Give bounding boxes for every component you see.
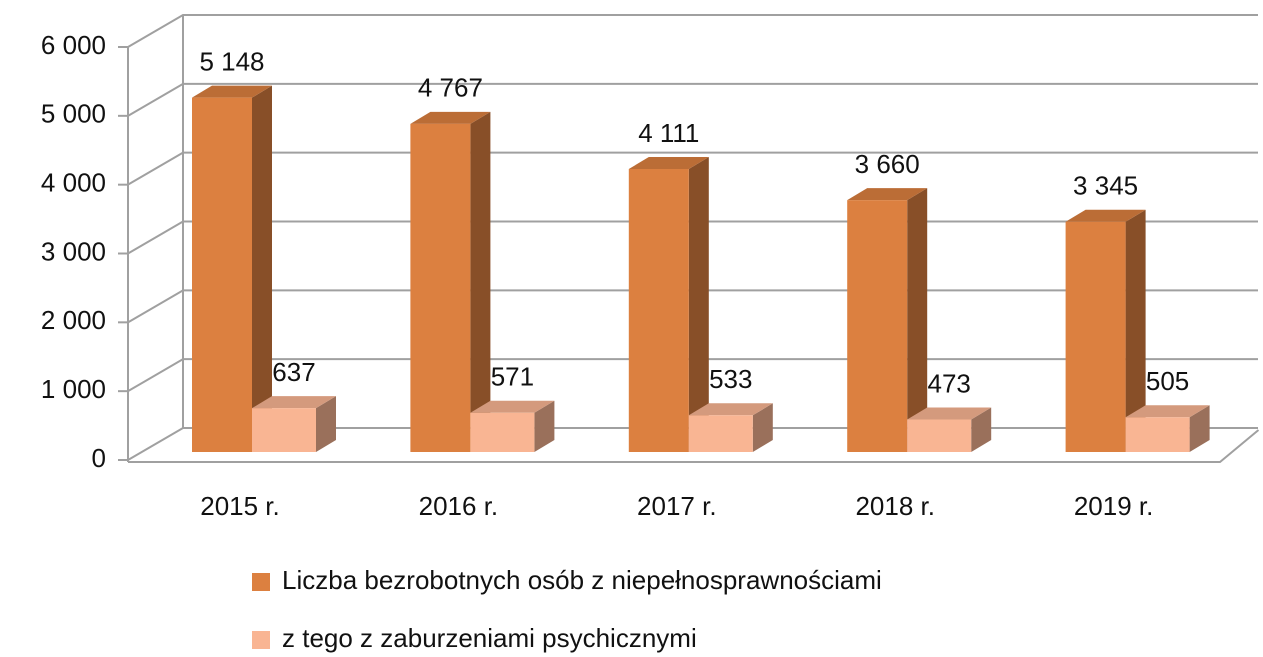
bar	[192, 85, 272, 453]
bar-front	[847, 200, 908, 452]
value-label: 3 345	[1073, 171, 1138, 201]
bar-top	[410, 111, 491, 124]
bar-side	[1189, 405, 1210, 452]
bar-side	[688, 157, 709, 452]
value-label: 5 148	[199, 47, 264, 77]
legend-swatch	[252, 573, 270, 591]
bar-front	[1065, 221, 1126, 452]
x-tick-label: 2018 r.	[855, 491, 935, 521]
bar-top	[688, 403, 773, 416]
y-tick-label: 0	[92, 443, 106, 473]
value-label: 3 660	[855, 149, 920, 179]
value-label: 4 111	[638, 118, 699, 148]
value-label: 505	[1146, 366, 1189, 396]
x-tick-label: 2017 r.	[637, 491, 717, 521]
bar-side	[470, 111, 491, 453]
legend-swatch	[252, 631, 270, 649]
grid-line	[127, 151, 1258, 186]
bar-top	[847, 188, 928, 201]
bar-front	[192, 97, 252, 453]
y-tick-label: 3 000	[41, 236, 106, 266]
bar	[628, 157, 709, 452]
bar-front	[907, 419, 972, 452]
bar-front	[470, 412, 535, 452]
bar	[1125, 405, 1210, 452]
value-label: 4 767	[418, 73, 483, 103]
x-tick-label: 2019 r.	[1074, 491, 1154, 521]
x-tick-label: 2016 r.	[419, 491, 499, 521]
y-tick-label: 6 000	[41, 30, 106, 60]
bar	[1065, 209, 1146, 452]
y-tick-label: 1 000	[41, 374, 106, 404]
bar	[688, 403, 773, 452]
bar-side	[252, 85, 272, 453]
bar-top	[192, 85, 272, 98]
bar-side	[1125, 209, 1146, 452]
bar-side	[971, 407, 992, 452]
bar-front	[252, 408, 316, 452]
bar-top	[470, 400, 555, 413]
y-tick-label: 2 000	[41, 305, 106, 335]
legend-label: Liczba bezrobotnych osób z niepełnospraw…	[282, 565, 882, 595]
bar-top	[252, 396, 336, 409]
bar	[907, 407, 992, 452]
bar-side	[534, 400, 555, 452]
value-label: 637	[272, 357, 315, 387]
bar	[410, 111, 491, 453]
value-label: 533	[709, 364, 752, 394]
bar-top	[1065, 209, 1146, 222]
grid-line	[127, 14, 1258, 48]
bar-side	[907, 188, 928, 452]
bar-top	[907, 407, 992, 420]
bar-top	[628, 157, 709, 170]
bar-front	[410, 123, 471, 453]
bar-front	[1125, 417, 1190, 452]
bar	[252, 396, 336, 452]
bar-side	[752, 403, 773, 452]
bar-side	[316, 396, 336, 452]
value-label: 571	[491, 362, 534, 392]
value-label: 473	[928, 368, 971, 398]
legend-label: z tego z zaburzeniami psychicznymi	[282, 623, 697, 653]
y-tick-label: 5 000	[41, 99, 106, 129]
bar-front	[688, 415, 753, 452]
bar	[847, 188, 928, 452]
y-tick-label: 4 000	[41, 168, 106, 198]
bar-front	[628, 169, 689, 452]
bar-top	[1125, 405, 1210, 418]
bar	[470, 400, 555, 452]
x-tick-label: 2015 r.	[200, 491, 280, 521]
grid-line	[127, 82, 1258, 117]
